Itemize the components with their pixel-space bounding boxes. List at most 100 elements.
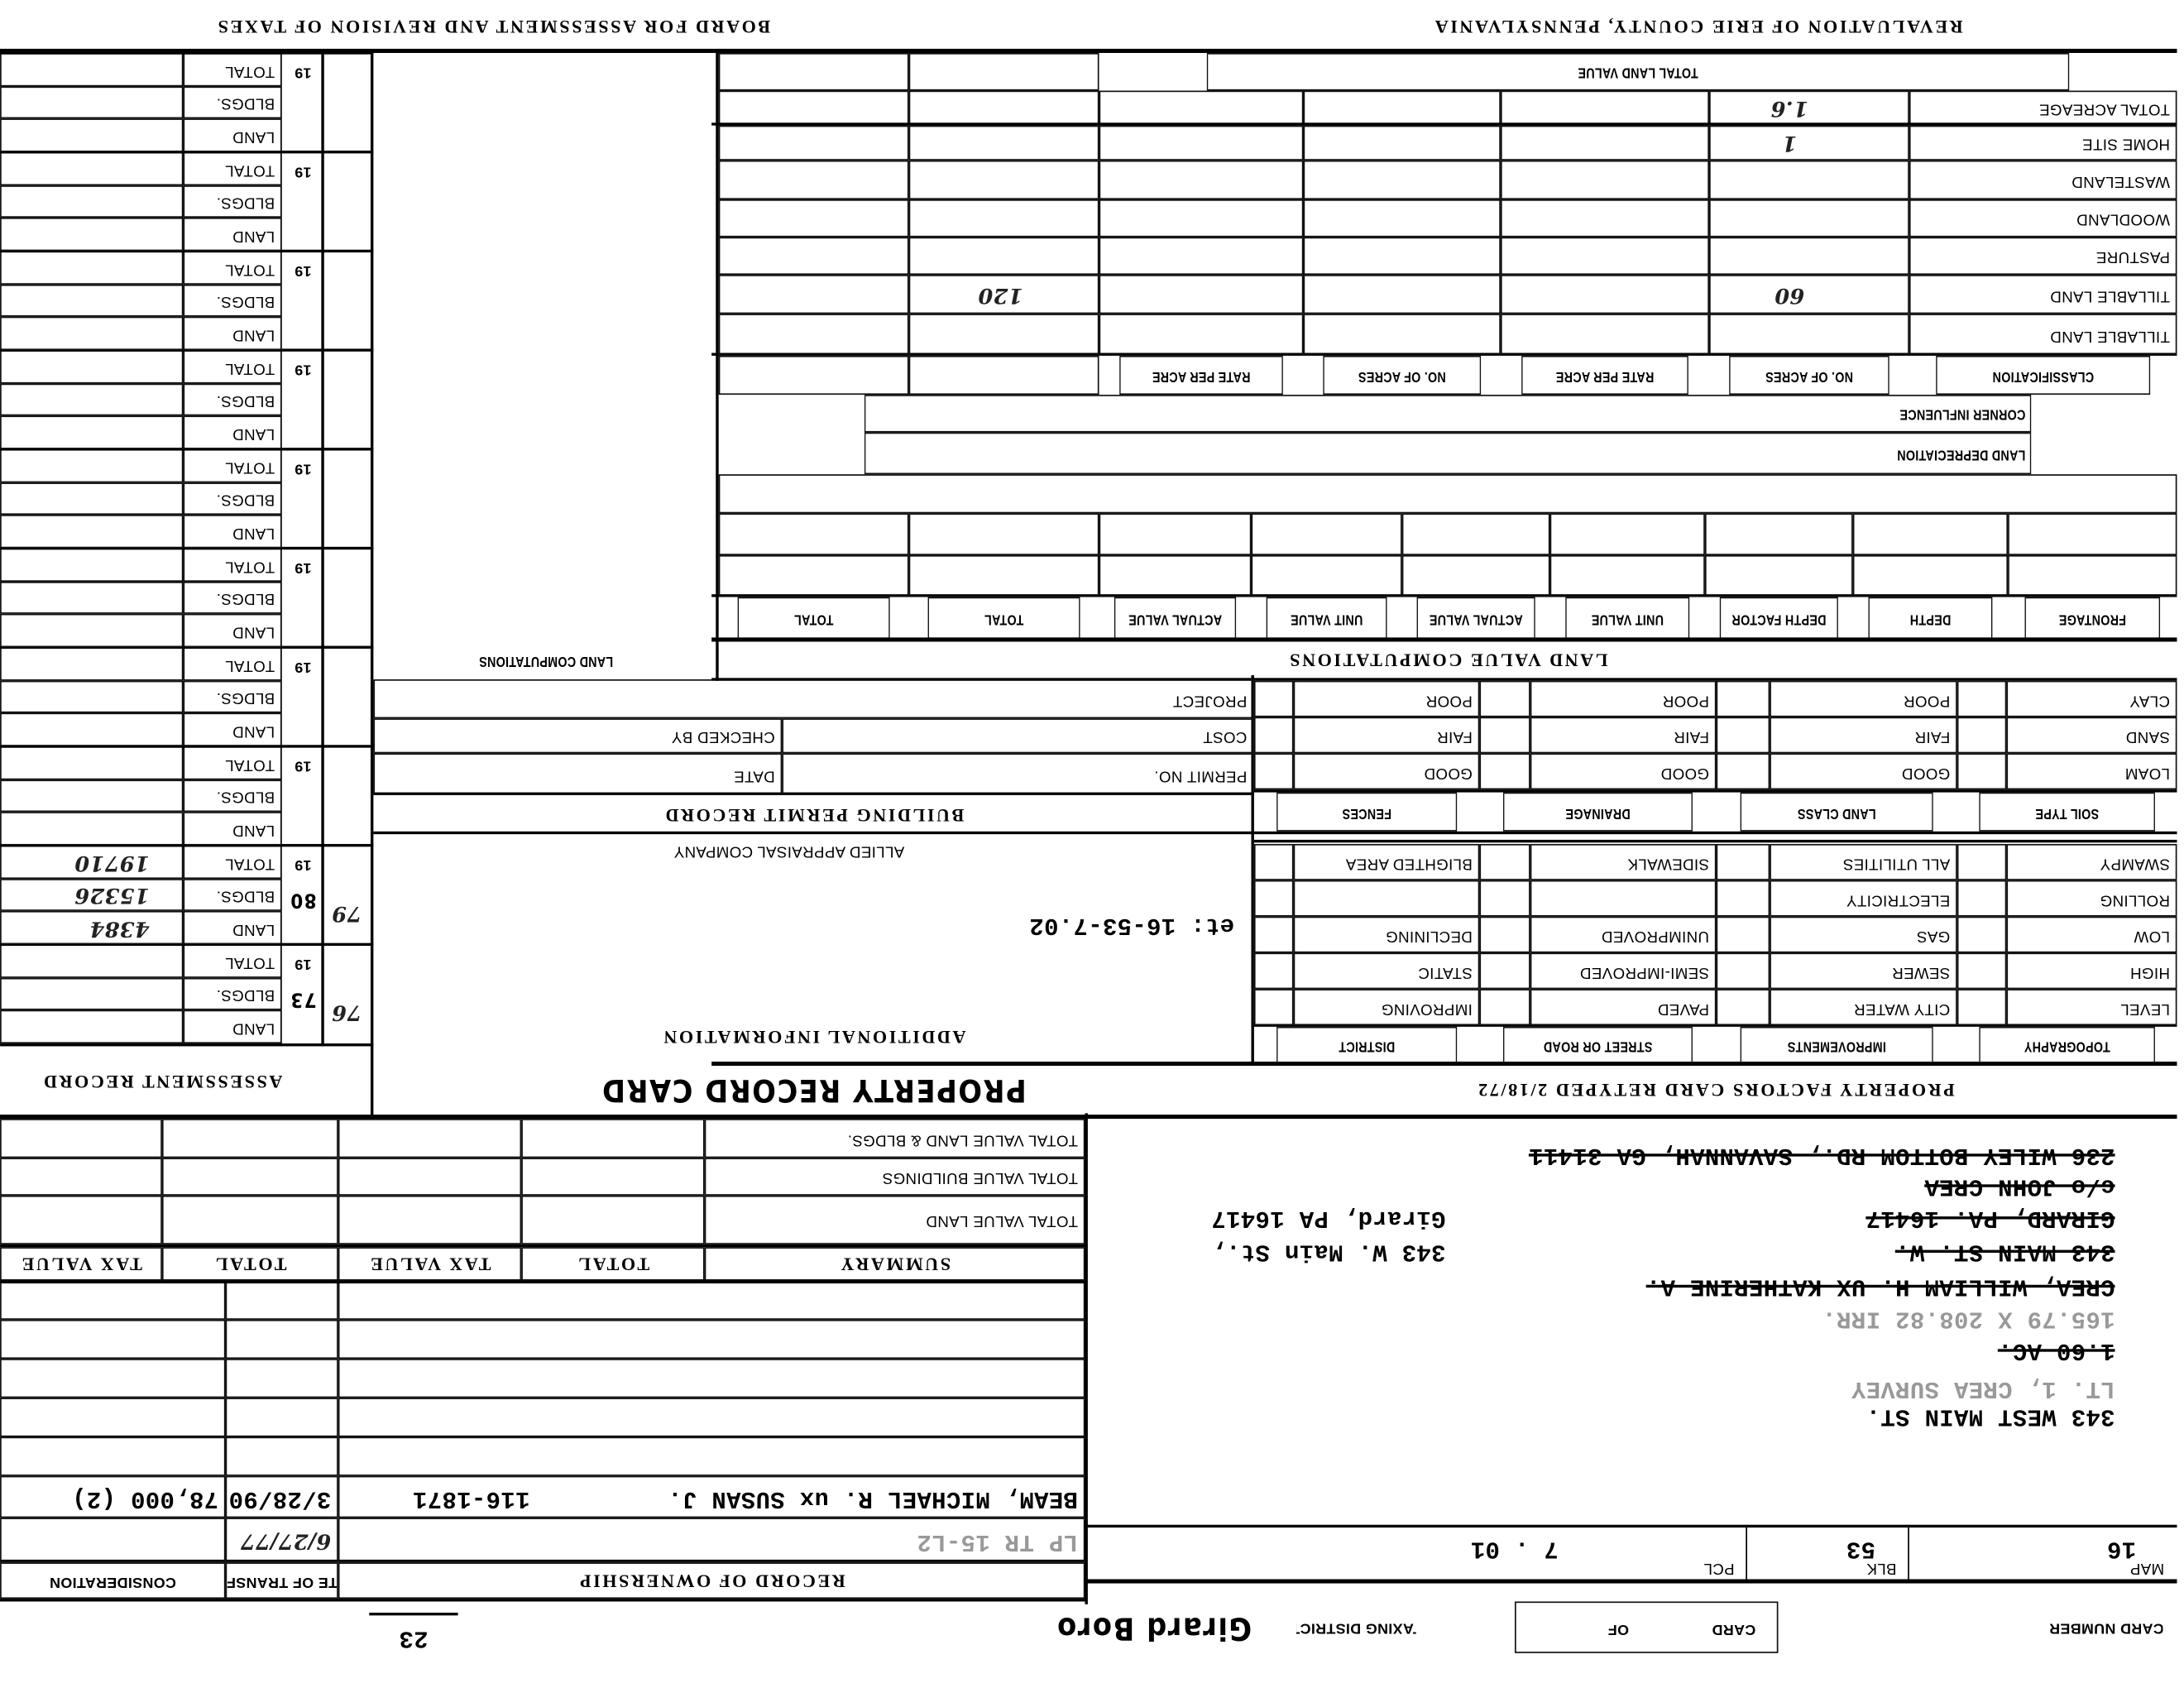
factor-checkbox[interactable] bbox=[1479, 880, 1530, 917]
acre-cell[interactable] bbox=[1099, 275, 1304, 314]
acre-cell[interactable] bbox=[1500, 125, 1710, 161]
factor-checkbox[interactable] bbox=[1253, 989, 1294, 1026]
ownership-row[interactable] bbox=[225, 1319, 338, 1360]
frontage-cell[interactable] bbox=[1099, 554, 1252, 597]
factor-checkbox[interactable] bbox=[1479, 717, 1530, 754]
ownership-row[interactable] bbox=[338, 1280, 1085, 1320]
ownership-row[interactable] bbox=[338, 1359, 1085, 1398]
factor-checkbox[interactable] bbox=[1956, 753, 2007, 790]
factor-checkbox[interactable] bbox=[1716, 916, 1770, 953]
summary-value-cell[interactable] bbox=[161, 1195, 338, 1244]
factor-checkbox[interactable] bbox=[1253, 952, 1294, 990]
factor-checkbox[interactable] bbox=[1956, 717, 2007, 754]
ownership-row[interactable] bbox=[225, 1280, 338, 1320]
acre-total-cell[interactable] bbox=[718, 160, 909, 200]
frontage-cell[interactable] bbox=[908, 554, 1099, 597]
frontage-cell[interactable] bbox=[1099, 513, 1252, 555]
frontage-cell[interactable] bbox=[2008, 554, 2177, 597]
frontage-cell[interactable] bbox=[718, 554, 909, 597]
acre-cell[interactable] bbox=[1303, 90, 1501, 126]
ownership-row[interactable] bbox=[225, 1436, 338, 1476]
frontage-cell[interactable] bbox=[1549, 513, 1705, 555]
acre-cell[interactable] bbox=[1099, 314, 1304, 356]
acre-cell[interactable] bbox=[1303, 160, 1501, 200]
summary-value-cell[interactable] bbox=[338, 1195, 522, 1244]
factor-checkbox[interactable] bbox=[1253, 717, 1294, 754]
acre-cell[interactable] bbox=[1500, 199, 1710, 237]
acre-cell[interactable] bbox=[1500, 314, 1710, 356]
frontage-cell[interactable] bbox=[1549, 554, 1705, 597]
acre-cell[interactable] bbox=[1099, 125, 1304, 161]
factor-checkbox[interactable] bbox=[1716, 989, 1770, 1026]
acre-cell[interactable] bbox=[1500, 90, 1710, 126]
acre-total-cell[interactable] bbox=[718, 90, 909, 126]
summary-value-cell[interactable] bbox=[161, 1158, 338, 1196]
factor-checkbox[interactable] bbox=[1253, 680, 1294, 717]
acre-cell[interactable] bbox=[1303, 199, 1501, 237]
factor-checkbox[interactable] bbox=[1253, 916, 1294, 953]
factor-checkbox[interactable] bbox=[1716, 717, 1770, 754]
frontage-cell[interactable] bbox=[1704, 554, 1853, 597]
frontage-cell[interactable] bbox=[2008, 513, 2177, 555]
acre-cell[interactable] bbox=[1303, 314, 1501, 356]
frontage-cell[interactable] bbox=[1251, 554, 1402, 597]
frontage-cell[interactable] bbox=[1704, 513, 1853, 555]
factor-checkbox[interactable] bbox=[1716, 753, 1770, 790]
acre-cell[interactable] bbox=[1099, 160, 1304, 200]
ownership-row[interactable] bbox=[0, 1359, 226, 1398]
frontage-cell[interactable] bbox=[718, 513, 909, 555]
factor-checkbox[interactable] bbox=[1253, 880, 1294, 917]
frontage-cell[interactable] bbox=[1251, 513, 1402, 555]
factor-checkbox[interactable] bbox=[1956, 989, 2007, 1026]
acre-cell[interactable] bbox=[1099, 237, 1304, 276]
acre-cell[interactable] bbox=[1500, 160, 1710, 200]
summary-value-cell[interactable] bbox=[521, 1158, 705, 1196]
factor-checkbox[interactable] bbox=[1716, 880, 1770, 917]
ownership-row[interactable] bbox=[0, 1398, 226, 1437]
frontage-cell[interactable] bbox=[1401, 554, 1550, 597]
ownership-row[interactable] bbox=[338, 1319, 1085, 1360]
total-land-value-field[interactable] bbox=[908, 53, 1099, 91]
acre-cell[interactable] bbox=[1099, 199, 1304, 237]
factor-checkbox[interactable] bbox=[1956, 880, 2007, 917]
ownership-row[interactable] bbox=[225, 1359, 338, 1398]
factor-checkbox[interactable] bbox=[1479, 843, 1530, 880]
land-blank-row[interactable] bbox=[718, 474, 2177, 514]
ownership-row[interactable] bbox=[0, 1319, 226, 1360]
summary-value-cell[interactable] bbox=[338, 1158, 522, 1196]
ownership-row[interactable] bbox=[0, 1280, 226, 1320]
acre-cell[interactable] bbox=[1303, 237, 1501, 276]
acre-cell[interactable] bbox=[1303, 275, 1501, 314]
acre-cell[interactable] bbox=[1099, 90, 1304, 126]
summary-value-cell[interactable] bbox=[0, 1195, 162, 1244]
acre-cell[interactable] bbox=[1303, 125, 1501, 161]
ownership-row[interactable] bbox=[0, 1436, 226, 1476]
factor-checkbox[interactable] bbox=[1956, 680, 2007, 717]
factor-checkbox[interactable] bbox=[1716, 952, 1770, 990]
summary-value-cell[interactable] bbox=[0, 1158, 162, 1196]
factor-checkbox[interactable] bbox=[1479, 753, 1530, 790]
factor-checkbox[interactable] bbox=[1716, 680, 1770, 717]
factor-checkbox[interactable] bbox=[1716, 843, 1770, 880]
ownership-row[interactable] bbox=[338, 1436, 1085, 1476]
frontage-cell[interactable] bbox=[908, 513, 1099, 555]
ownership-row[interactable] bbox=[338, 1398, 1085, 1437]
acre-total-cell[interactable] bbox=[718, 199, 909, 237]
acre-total-cell[interactable] bbox=[718, 275, 909, 314]
summary-value-cell[interactable] bbox=[521, 1119, 705, 1158]
factor-checkbox[interactable] bbox=[1479, 916, 1530, 953]
total-land-value-field[interactable] bbox=[718, 53, 909, 91]
factor-checkbox[interactable] bbox=[1956, 952, 2007, 990]
factor-checkbox[interactable] bbox=[1956, 916, 2007, 953]
factor-checkbox[interactable] bbox=[1253, 843, 1294, 880]
summary-value-cell[interactable] bbox=[521, 1195, 705, 1244]
acre-cell[interactable] bbox=[1500, 275, 1710, 314]
acre-cell[interactable] bbox=[1500, 237, 1710, 276]
summary-value-cell[interactable] bbox=[0, 1119, 162, 1158]
acre-total-cell[interactable] bbox=[718, 314, 909, 356]
ownership-row[interactable] bbox=[225, 1398, 338, 1437]
factor-checkbox[interactable] bbox=[1956, 843, 2007, 880]
factor-checkbox[interactable] bbox=[1253, 753, 1294, 790]
factor-checkbox[interactable] bbox=[1479, 989, 1530, 1026]
acre-total-cell[interactable] bbox=[718, 237, 909, 276]
